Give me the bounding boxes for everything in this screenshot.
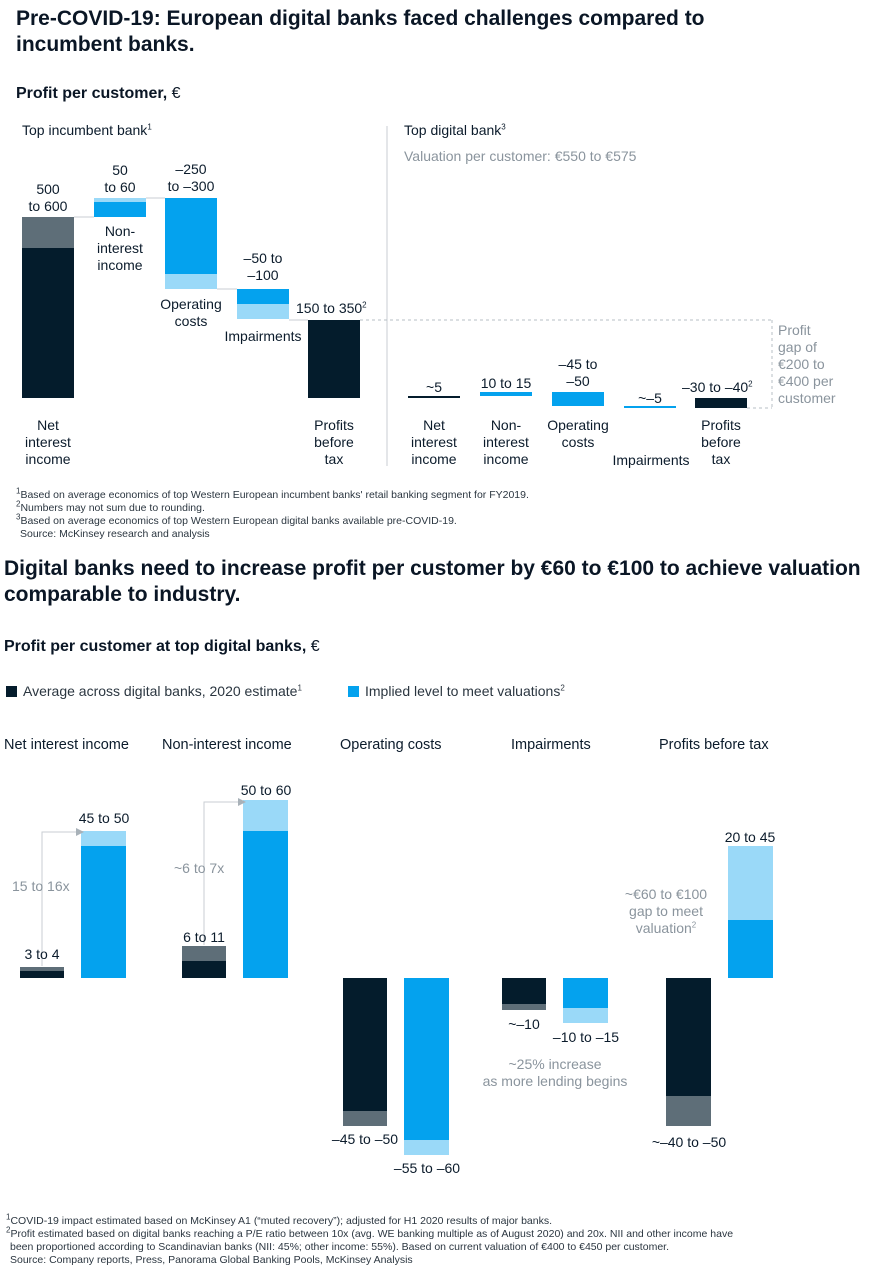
nii-growth-annotation: 15 to 16x [12,878,70,894]
inc-cat-pbt: Profits before tax [314,417,354,467]
noni-avg-value: 6 to 11 [183,929,225,945]
imp-avg-range [502,1004,546,1010]
pbt-implied-value: 20 to 45 [724,829,776,845]
noni-implied-value: 50 to 60 [240,782,292,798]
pbt-avg-value: ~–40 to –50 [651,1134,727,1150]
pbt-avg-range [666,1096,711,1126]
inc-pbt-value: 150 to 3502 [296,300,367,316]
inc-imp-bar [237,289,289,304]
nii-growth-arrow [41,828,84,966]
chart1-title: Pre-COVID-19: European digital banks fac… [16,7,705,56]
chart1-footnote-3: 3Based on average economics of top Weste… [16,512,457,527]
noni-avg-bar [182,961,226,978]
chart1-footnote-1: 1Based on average economics of top Weste… [16,486,529,501]
imp-avg-value: ~–10 [508,1016,540,1032]
inc-nii-range [22,217,74,248]
chart2-footnote-2: 2Profit estimated based on digital banks… [6,1225,734,1240]
pbt-avg-bar [666,978,711,1096]
chart2-footnote-1: 1COVID-19 impact estimated based on McKi… [6,1212,553,1227]
waterfall-chart [22,126,773,466]
dig-cat-pbt: Profits before tax [701,417,741,467]
dig-noni-value: 10 to 15 [480,375,532,391]
pbt-gap-annotation: ~€60 to €100 gap to meet valuation2 [624,886,708,936]
legend-swatch-navy [6,686,17,697]
chart1-source: Source: McKinsey research and analysis [20,528,210,540]
chart1-subtitle: Profit per customer, € [16,85,181,102]
imp-implied-value: –10 to –15 [552,1029,620,1045]
inc-nii-value: 500 to 600 [28,181,68,214]
inc-cat-imp: Impairments [224,328,302,344]
panel-right-title: Top digital bank3 [404,122,506,138]
inc-opex-bar [165,198,217,274]
inc-pbt-bar [308,320,360,398]
group-label-noni: Non-interest income [162,737,292,753]
chart2-subtitle: Profit per customer at top digital banks… [4,638,320,655]
dig-cat-nii: Net interest income [411,417,457,467]
chart2-source: Source: Company reports, Press, Panorama… [10,1254,413,1266]
dig-noni-bar [480,392,532,396]
bar-chart [20,798,773,1155]
inc-cat-nii: Net interest income [25,417,71,467]
inc-cat-opex: Operating costs [160,296,222,329]
pbt-implied-range [728,846,773,920]
opex-avg-range [343,1111,387,1126]
opex-implied-range [404,1140,449,1155]
dig-imp-value: ~–5 [638,390,662,406]
nii-avg-value: 3 to 4 [24,946,60,962]
group-label-imp: Impairments [511,737,591,753]
opex-implied-value: –55 to –60 [393,1160,461,1176]
dig-nii-value: ~5 [426,379,442,395]
dig-cat-imp: Impairments [612,452,690,468]
noni-avg-range [182,946,226,961]
dig-pbt-bar [695,398,747,408]
imp-increase-annotation: ~25% increase as more lending begins [482,1056,628,1089]
noni-implied-bar [243,831,288,978]
chart1-footnote-2: 2Numbers may not sum due to rounding. [16,499,205,514]
profit-gap-annotation: Profit gap of €200 to €400 per customer [778,322,836,406]
legend-item-implied: Implied level to meet valuations2 [348,683,565,699]
chart2-title: Digital banks need to increase profit pe… [4,557,861,606]
inc-opex-range [165,274,217,289]
dig-opex-bar [552,392,604,406]
inc-imp-value: –50 to –100 [243,250,283,283]
pbt-implied-bar [728,920,773,978]
dig-pbt-value: –30 to –402 [682,379,753,395]
legend-item-average: Average across digital banks, 2020 estim… [6,683,302,699]
nii-avg-range [20,967,64,971]
nii-avg-bar [20,971,64,978]
inc-noni-range [94,198,146,202]
group-label-opex: Operating costs [340,737,442,753]
inc-noni-value: 50 to 60 [104,162,136,195]
inc-cat-noni: Non- interest income [97,223,143,273]
imp-implied-bar [563,978,608,1008]
opex-avg-bar [343,978,387,1111]
inc-nii-bar [22,248,74,398]
inc-opex-value: –250 to –300 [167,161,215,194]
imp-avg-bar [502,978,546,1004]
imp-implied-range [563,1008,608,1023]
noni-growth-arrow [203,798,246,945]
group-label-nii: Net interest income [4,737,129,753]
dig-opex-value: –45 to –50 [558,356,598,389]
dig-cat-opex: Operating costs [547,417,609,450]
nii-implied-range [81,831,126,846]
chart2-footnote-2-cont: been proportioned according to Scandinav… [10,1241,669,1253]
dig-cat-noni: Non- interest income [483,417,529,467]
valuation-text: Valuation per customer: €550 to €575 [404,148,637,164]
inc-noni-bar [94,202,146,217]
inc-imp-range [237,304,289,319]
dig-nii-bar [408,396,460,398]
noni-growth-annotation: ~6 to 7x [174,860,225,876]
opex-implied-bar [404,978,449,1140]
dig-imp-bar [624,406,676,408]
legend-swatch-blue [348,686,359,697]
panel-left-title: Top incumbent bank1 [22,122,152,138]
nii-implied-bar [81,846,126,978]
opex-avg-value: –45 to –50 [331,1131,399,1147]
noni-implied-range [243,800,288,831]
nii-implied-value: 45 to 50 [78,810,130,826]
group-label-pbt: Profits before tax [659,737,769,753]
